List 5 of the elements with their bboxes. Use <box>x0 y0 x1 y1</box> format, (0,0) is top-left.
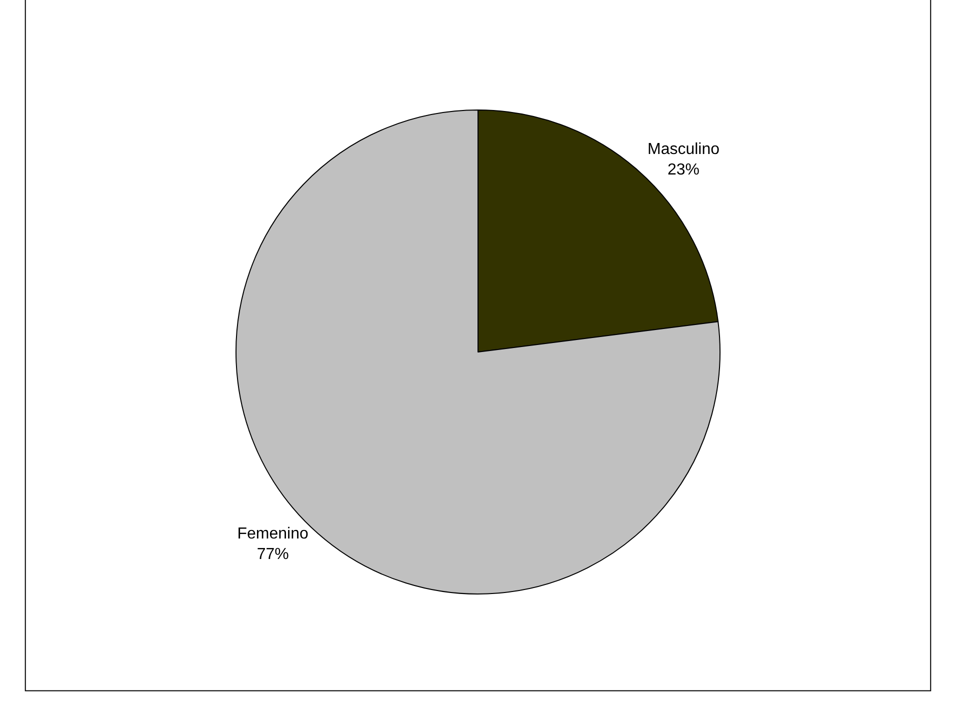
slice-label: Masculino <box>647 140 720 158</box>
data-label: 23% <box>667 162 700 179</box>
pie-slice <box>236 110 720 594</box>
slice-label: Femenino <box>237 525 309 542</box>
data-label: 77% <box>256 546 289 564</box>
